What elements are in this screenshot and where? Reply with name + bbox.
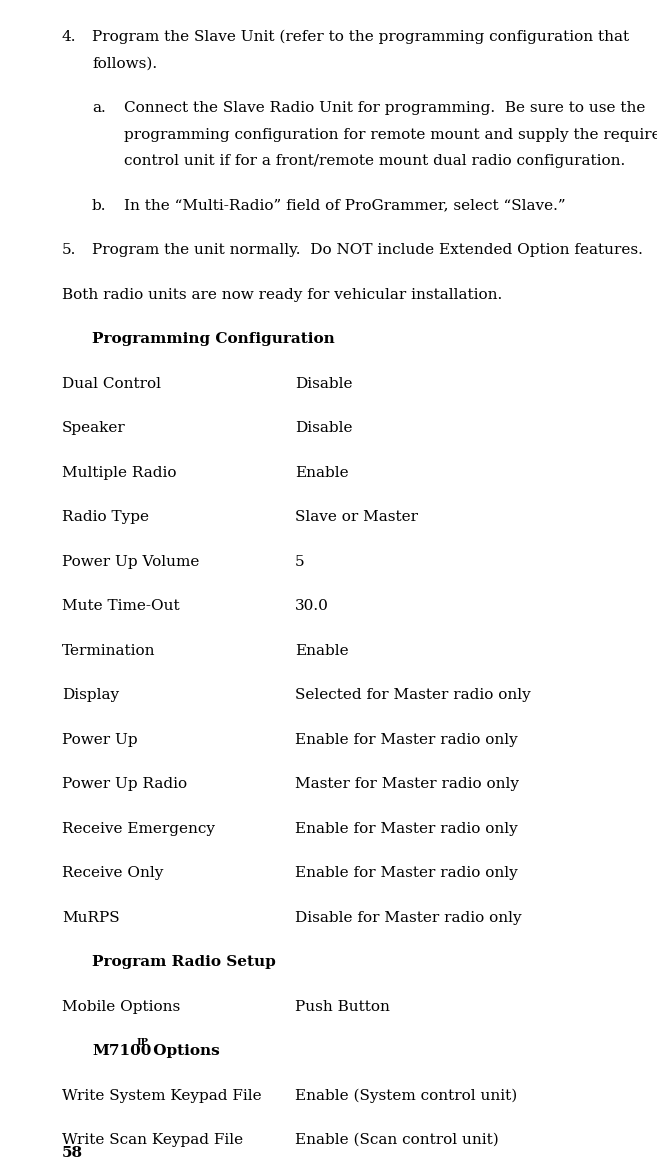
Text: programming configuration for remote mount and supply the required: programming configuration for remote mou… [124, 128, 657, 142]
Text: Enable for Master radio only: Enable for Master radio only [295, 822, 518, 835]
Text: Enable: Enable [295, 466, 349, 479]
Text: Speaker: Speaker [62, 422, 125, 434]
Text: 58: 58 [62, 1146, 83, 1160]
Text: Power Up: Power Up [62, 733, 137, 746]
Text: Enable for Master radio only: Enable for Master radio only [295, 733, 518, 746]
Text: Options: Options [148, 1045, 220, 1059]
Text: 4.: 4. [62, 30, 76, 44]
Text: IP: IP [137, 1038, 149, 1047]
Text: 5.: 5. [62, 244, 76, 256]
Text: Mute Time-Out: Mute Time-Out [62, 600, 179, 612]
Text: MuRPS: MuRPS [62, 911, 120, 924]
Text: Push Button: Push Button [295, 1000, 390, 1013]
Text: Slave or Master: Slave or Master [295, 511, 418, 523]
Text: b.: b. [92, 199, 106, 212]
Text: Radio Type: Radio Type [62, 511, 149, 523]
Text: Multiple Radio: Multiple Radio [62, 466, 177, 479]
Text: 5: 5 [295, 555, 305, 568]
Text: Disable: Disable [295, 422, 353, 434]
Text: Power Up Volume: Power Up Volume [62, 555, 199, 568]
Text: Connect the Slave Radio Unit for programming.  Be sure to use the: Connect the Slave Radio Unit for program… [124, 101, 645, 115]
Text: Enable: Enable [295, 644, 349, 657]
Text: Master for Master radio only: Master for Master radio only [295, 778, 519, 790]
Text: Enable (System control unit): Enable (System control unit) [295, 1089, 517, 1103]
Text: Selected for Master radio only: Selected for Master radio only [295, 689, 531, 701]
Text: M7100: M7100 [92, 1045, 151, 1059]
Text: Receive Emergency: Receive Emergency [62, 822, 215, 835]
Text: Program the Slave Unit (refer to the programming configuration that: Program the Slave Unit (refer to the pro… [92, 30, 629, 44]
Text: a.: a. [92, 101, 106, 115]
Text: In the “Multi-Radio” field of ProGrammer, select “Slave.”: In the “Multi-Radio” field of ProGrammer… [124, 199, 566, 212]
Text: Both radio units are now ready for vehicular installation.: Both radio units are now ready for vehic… [62, 288, 502, 301]
Text: Receive Only: Receive Only [62, 867, 164, 879]
Text: Enable (Scan control unit): Enable (Scan control unit) [295, 1134, 499, 1148]
Text: Disable for Master radio only: Disable for Master radio only [295, 911, 522, 924]
Text: Write Scan Keypad File: Write Scan Keypad File [62, 1134, 243, 1148]
Text: Write System Keypad File: Write System Keypad File [62, 1089, 261, 1103]
Text: 30.0: 30.0 [295, 600, 329, 612]
Text: Disable: Disable [295, 377, 353, 390]
Text: Display: Display [62, 689, 119, 701]
Text: Programming Configuration: Programming Configuration [92, 333, 335, 345]
Text: Dual Control: Dual Control [62, 377, 161, 390]
Text: Program the unit normally.  Do NOT include Extended Option features.: Program the unit normally. Do NOT includ… [92, 244, 643, 256]
Text: control unit if for a front/remote mount dual radio configuration.: control unit if for a front/remote mount… [124, 155, 625, 167]
Text: Mobile Options: Mobile Options [62, 1000, 180, 1013]
Text: follows).: follows). [92, 56, 157, 70]
Text: Power Up Radio: Power Up Radio [62, 778, 187, 790]
Text: Enable for Master radio only: Enable for Master radio only [295, 867, 518, 879]
Text: Program Radio Setup: Program Radio Setup [92, 956, 276, 968]
Text: Termination: Termination [62, 644, 156, 657]
